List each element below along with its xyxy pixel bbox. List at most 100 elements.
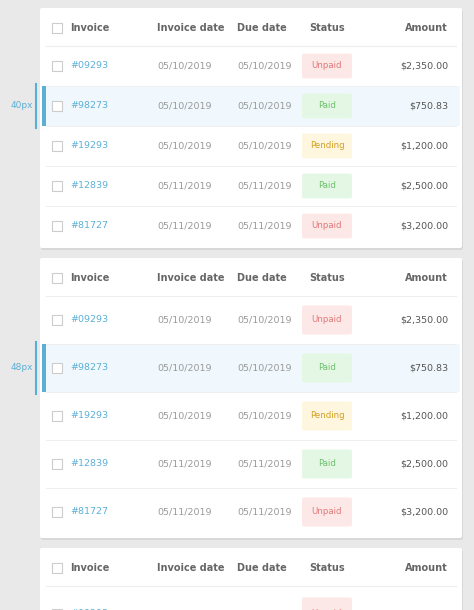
Text: Pending: Pending xyxy=(310,142,344,151)
Text: 05/10/2019: 05/10/2019 xyxy=(237,101,292,110)
Text: 05/10/2019: 05/10/2019 xyxy=(237,315,292,325)
Text: $1,200.00: $1,200.00 xyxy=(400,412,448,420)
Bar xyxy=(52,315,62,325)
Text: 05/11/2019: 05/11/2019 xyxy=(157,182,211,190)
Text: Unpaid: Unpaid xyxy=(312,62,342,71)
Bar xyxy=(52,459,62,469)
FancyBboxPatch shape xyxy=(302,354,352,382)
Bar xyxy=(52,609,62,610)
Text: $2,350.00: $2,350.00 xyxy=(400,315,448,325)
Text: #09293: #09293 xyxy=(70,315,108,325)
Text: 05/11/2019: 05/11/2019 xyxy=(237,221,292,231)
Text: 05/10/2019: 05/10/2019 xyxy=(157,142,211,151)
Text: 05/10/2019: 05/10/2019 xyxy=(157,412,211,420)
Text: Paid: Paid xyxy=(318,101,336,110)
Bar xyxy=(52,221,62,231)
Text: Invoice date: Invoice date xyxy=(157,273,225,283)
Text: Invoice date: Invoice date xyxy=(157,563,225,573)
FancyBboxPatch shape xyxy=(302,597,352,610)
FancyBboxPatch shape xyxy=(41,10,463,250)
Text: Unpaid: Unpaid xyxy=(312,315,342,325)
Text: $2,500.00: $2,500.00 xyxy=(400,182,448,190)
Bar xyxy=(52,23,62,33)
Text: 05/11/2019: 05/11/2019 xyxy=(237,459,292,468)
Text: Amount: Amount xyxy=(405,273,448,283)
Text: #09293: #09293 xyxy=(70,62,108,71)
Text: #98273: #98273 xyxy=(70,364,108,373)
Text: Invoice date: Invoice date xyxy=(157,23,225,33)
Text: Status: Status xyxy=(309,273,345,283)
FancyBboxPatch shape xyxy=(41,550,463,610)
Text: Due date: Due date xyxy=(237,563,287,573)
FancyBboxPatch shape xyxy=(40,258,462,538)
FancyBboxPatch shape xyxy=(302,214,352,239)
Text: #19293: #19293 xyxy=(70,142,108,151)
FancyBboxPatch shape xyxy=(41,260,463,540)
Bar xyxy=(42,86,460,126)
Text: 05/10/2019: 05/10/2019 xyxy=(237,142,292,151)
Text: 05/11/2019: 05/11/2019 xyxy=(237,182,292,190)
Text: 48px: 48px xyxy=(11,364,33,373)
FancyBboxPatch shape xyxy=(302,401,352,431)
Bar xyxy=(52,363,62,373)
Text: Invoice: Invoice xyxy=(70,273,109,283)
FancyBboxPatch shape xyxy=(302,498,352,526)
Bar xyxy=(52,141,62,151)
FancyBboxPatch shape xyxy=(302,306,352,334)
Text: #81727: #81727 xyxy=(70,221,108,231)
Text: 05/11/2019: 05/11/2019 xyxy=(157,459,211,468)
Text: Due date: Due date xyxy=(237,273,287,283)
Text: 05/11/2019: 05/11/2019 xyxy=(157,508,211,517)
Text: $2,500.00: $2,500.00 xyxy=(400,459,448,468)
Bar xyxy=(52,507,62,517)
Text: $750.83: $750.83 xyxy=(409,101,448,110)
Bar xyxy=(52,181,62,191)
FancyBboxPatch shape xyxy=(302,174,352,198)
FancyBboxPatch shape xyxy=(302,93,352,118)
Text: Paid: Paid xyxy=(318,459,336,468)
Text: 05/10/2019: 05/10/2019 xyxy=(237,412,292,420)
Text: #19293: #19293 xyxy=(70,412,108,420)
Text: Paid: Paid xyxy=(318,364,336,373)
Bar xyxy=(42,344,460,392)
Bar xyxy=(52,563,62,573)
FancyBboxPatch shape xyxy=(302,54,352,79)
Text: 05/11/2019: 05/11/2019 xyxy=(237,508,292,517)
Text: $750.83: $750.83 xyxy=(409,364,448,373)
Text: $3,200.00: $3,200.00 xyxy=(400,508,448,517)
FancyBboxPatch shape xyxy=(302,450,352,478)
Bar xyxy=(52,411,62,421)
FancyBboxPatch shape xyxy=(302,134,352,159)
Text: 05/11/2019: 05/11/2019 xyxy=(157,221,211,231)
Bar xyxy=(42,344,46,392)
Bar xyxy=(52,101,62,111)
Bar xyxy=(42,86,46,126)
Text: Invoice: Invoice xyxy=(70,23,109,33)
Text: $2,350.00: $2,350.00 xyxy=(400,62,448,71)
Text: $3,200.00: $3,200.00 xyxy=(400,221,448,231)
Text: 40px: 40px xyxy=(11,101,33,110)
Bar xyxy=(52,61,62,71)
FancyBboxPatch shape xyxy=(40,548,462,610)
Text: 05/10/2019: 05/10/2019 xyxy=(237,364,292,373)
Text: Due date: Due date xyxy=(237,23,287,33)
Text: Paid: Paid xyxy=(318,182,336,190)
Text: #81727: #81727 xyxy=(70,508,108,517)
Text: 05/10/2019: 05/10/2019 xyxy=(157,101,211,110)
Text: $1,200.00: $1,200.00 xyxy=(400,142,448,151)
Text: #98273: #98273 xyxy=(70,101,108,110)
Text: 05/10/2019: 05/10/2019 xyxy=(157,62,211,71)
Text: Unpaid: Unpaid xyxy=(312,508,342,517)
Text: Unpaid: Unpaid xyxy=(312,221,342,231)
Text: Amount: Amount xyxy=(405,563,448,573)
Text: 05/10/2019: 05/10/2019 xyxy=(237,62,292,71)
Text: #12839: #12839 xyxy=(70,459,108,468)
Text: Invoice: Invoice xyxy=(70,563,109,573)
Text: 05/10/2019: 05/10/2019 xyxy=(157,364,211,373)
Text: Amount: Amount xyxy=(405,23,448,33)
Text: #12839: #12839 xyxy=(70,182,108,190)
Text: 05/10/2019: 05/10/2019 xyxy=(157,315,211,325)
Bar xyxy=(52,273,62,283)
Text: Status: Status xyxy=(309,563,345,573)
FancyBboxPatch shape xyxy=(40,8,462,248)
